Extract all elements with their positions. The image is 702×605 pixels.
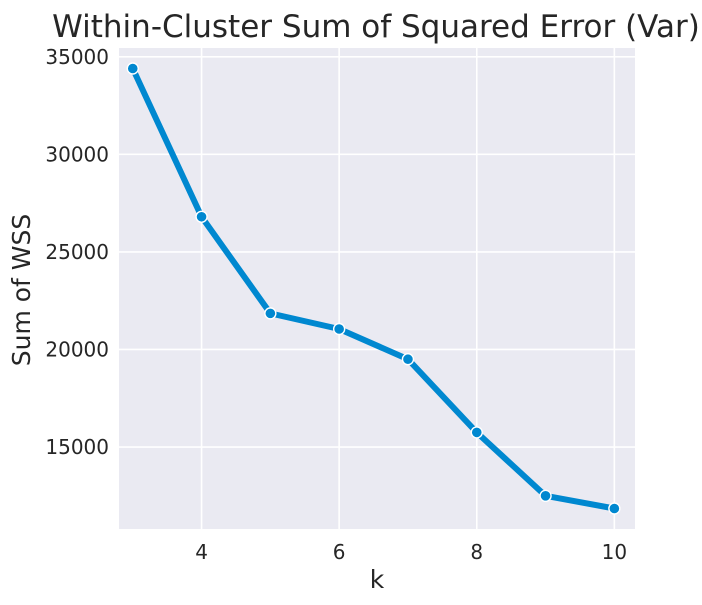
- y-axis-label: Sum of WSS: [7, 214, 36, 367]
- x-axis-label: k: [370, 565, 385, 594]
- x-tick-label: 4: [195, 540, 208, 564]
- data-point: [608, 502, 621, 515]
- x-tick-label: 10: [602, 540, 627, 564]
- y-axis-ticks: 15000 20000 25000 30000 35000: [45, 45, 109, 459]
- x-axis-ticks: 4 6 8 10: [195, 540, 627, 564]
- y-tick-label: 20000: [45, 337, 109, 361]
- x-tick-label: 6: [333, 540, 346, 564]
- plot-area: [119, 48, 635, 529]
- data-point: [470, 426, 483, 439]
- x-tick-label: 8: [470, 540, 483, 564]
- data-point: [126, 62, 139, 75]
- data-point: [332, 322, 346, 336]
- data-point: [539, 489, 552, 503]
- series-markers: [126, 62, 621, 515]
- data-point: [264, 307, 277, 320]
- y-tick-label: 25000: [45, 240, 109, 264]
- series-line: [129, 65, 618, 512]
- gridlines: [119, 48, 635, 529]
- chart-title: Within-Cluster Sum of Squared Error (Var…: [52, 9, 700, 45]
- data-point: [401, 353, 415, 366]
- data-point: [195, 210, 208, 223]
- y-tick-label: 15000: [45, 435, 109, 459]
- y-tick-label: 30000: [45, 142, 109, 166]
- y-tick-label: 35000: [45, 45, 109, 69]
